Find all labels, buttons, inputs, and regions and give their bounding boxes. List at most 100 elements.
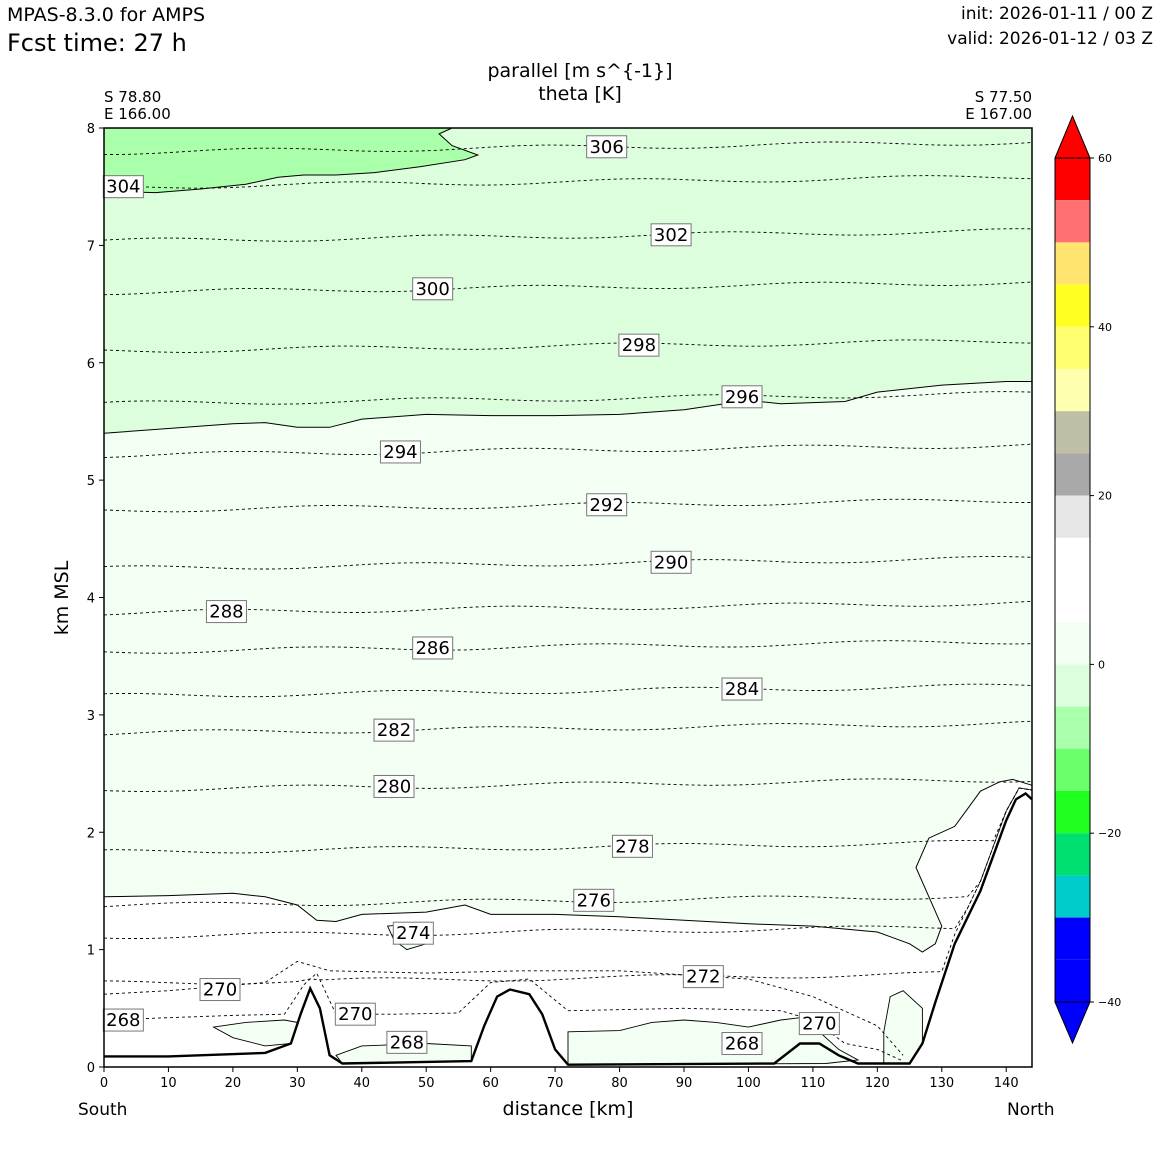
y-tick-label: 3 [87, 709, 95, 724]
colorbar-segment [1055, 748, 1090, 791]
theta-label-box [721, 385, 763, 409]
theta-contour-label: 280 [373, 774, 415, 798]
theta-label-text: 284 [725, 679, 759, 700]
theta-contour-label: 294 [379, 440, 421, 464]
y-tick-label: 7 [87, 239, 95, 254]
theta-contour-label: 270 [199, 978, 241, 1002]
x-tick-label: 100 [736, 1076, 761, 1091]
x-tick-label: 50 [418, 1076, 435, 1091]
chart-title: parallel [m s^{-1}] [487, 60, 673, 82]
colorbar-tick-label: 60 [1098, 152, 1112, 165]
theta-label-text: 296 [725, 387, 759, 408]
theta-label-text: 298 [622, 335, 656, 356]
x-tick-label: 90 [676, 1076, 693, 1091]
top-wind-patch [104, 128, 478, 193]
colorbar-tick-label: −40 [1098, 996, 1121, 1009]
theta-label-box [798, 1012, 840, 1036]
x-tick-label: 40 [354, 1076, 371, 1091]
theta-label-box [392, 921, 434, 945]
theta-label-text: 274 [396, 923, 430, 944]
x-tick-label: 70 [547, 1076, 564, 1091]
theta-contour-labels: 268 268 268 270 270 270 272 274 276 278 280 282 284 2… [102, 135, 840, 1056]
colorbar-segment [1055, 917, 1090, 960]
plot-axes: 0 10 20 30 40 50 60 70 80 90 100 110 120 130 140 0 1 2 3 4 5… [87, 122, 1033, 1091]
theta-label-text: 282 [377, 720, 411, 741]
theta-label-box [586, 493, 628, 517]
right-endpoint-lat: S 77.50 [974, 88, 1032, 106]
theta-label-text: 300 [415, 279, 449, 300]
x-tick-label: 60 [482, 1076, 499, 1091]
x-tick-label: 30 [289, 1076, 306, 1091]
x-axis-label: distance [km] [502, 1098, 634, 1120]
theta-contour-line [103, 175, 1033, 189]
left-endpoint-lat: S 78.80 [104, 88, 162, 106]
theta-label-box [334, 1002, 376, 1026]
chart-subtitle: theta [K] [538, 83, 622, 105]
north-label: North [1007, 1100, 1055, 1120]
colorbar-tick-label: 40 [1098, 321, 1112, 334]
forecast-time: Fcst time: 27 h [7, 29, 187, 57]
terrain-layer [104, 792, 1033, 1066]
theta-contour-label: 304 [102, 175, 144, 199]
theta-label-text: 280 [377, 776, 411, 797]
colorbar-tick-label: 20 [1098, 490, 1112, 503]
theta-label-box [205, 600, 247, 624]
x-tick-label: 0 [100, 1076, 108, 1091]
x-tick-label: 140 [994, 1076, 1019, 1091]
theta-label-text: 304 [106, 177, 140, 198]
x-tick-label: 80 [611, 1076, 628, 1091]
theta-label-text: 272 [686, 967, 720, 988]
colorbar-segment [1055, 664, 1090, 707]
colorbar-segment [1055, 158, 1090, 201]
y-tick-label: 5 [87, 474, 95, 489]
x-tick-label: 120 [865, 1076, 890, 1091]
y-tick-label: 4 [87, 592, 95, 607]
colorbar-segment [1055, 495, 1090, 538]
colorbar-segment [1055, 580, 1090, 623]
theta-contour-label: 306 [586, 135, 628, 159]
theta-label-box [682, 965, 724, 989]
colorbar-segment [1055, 537, 1090, 580]
theta-label-box [412, 277, 454, 301]
theta-contour-line [103, 443, 1033, 458]
right-endpoint-lon: E 167.00 [965, 105, 1032, 123]
theta-label-text: 270 [203, 980, 237, 1001]
colorbar-tick-label: 0 [1098, 658, 1105, 671]
theta-contour-line [103, 683, 1033, 698]
colorbar-segment [1055, 242, 1090, 285]
theta-label-box [618, 333, 660, 357]
theta-contour-label: 292 [586, 493, 628, 517]
init-time: init: 2026-01-11 / 00 Z [960, 4, 1153, 24]
theta-label-box [373, 718, 415, 742]
theta-label-text: 268 [106, 1010, 140, 1031]
theta-contour-line [103, 787, 1033, 985]
colorbar-segment [1055, 959, 1090, 1002]
theta-label-box [573, 888, 615, 912]
y-tick-label: 6 [87, 357, 95, 372]
colorbar-top-arrow [1054, 114, 1091, 159]
theta-label-text: 268 [725, 1034, 759, 1055]
theta-contour-label: 300 [412, 277, 454, 301]
theta-label-box [373, 774, 415, 798]
x-tick-label: 110 [800, 1076, 825, 1091]
theta-contour-line [104, 141, 1033, 155]
valid-time: valid: 2026-01-12 / 03 Z [947, 29, 1153, 49]
theta-contour-label: 296 [721, 385, 763, 409]
left-endpoint-lon: E 166.00 [104, 105, 171, 123]
theta-contour-label: 282 [373, 718, 415, 742]
model-title: MPAS-8.3.0 for AMPS [7, 4, 206, 26]
theta-contour-line [103, 720, 1033, 736]
colorbar-segment [1055, 791, 1090, 834]
theta-label-text: 288 [209, 602, 243, 623]
theta-contour-label: 268 [102, 1008, 144, 1032]
theta-label-text: 286 [415, 638, 449, 659]
theta-contour-line [103, 787, 1033, 854]
colorbar-segment [1055, 622, 1090, 665]
colorbar-segment [1055, 411, 1090, 454]
low-wind-patch [567, 1017, 860, 1066]
theta-contour-line [103, 778, 1033, 792]
colorbar-frame [1054, 157, 1091, 1003]
colorbar-segment [1055, 200, 1090, 243]
theta-label-text: 292 [589, 495, 623, 516]
theta-contour-label: 272 [682, 965, 724, 989]
